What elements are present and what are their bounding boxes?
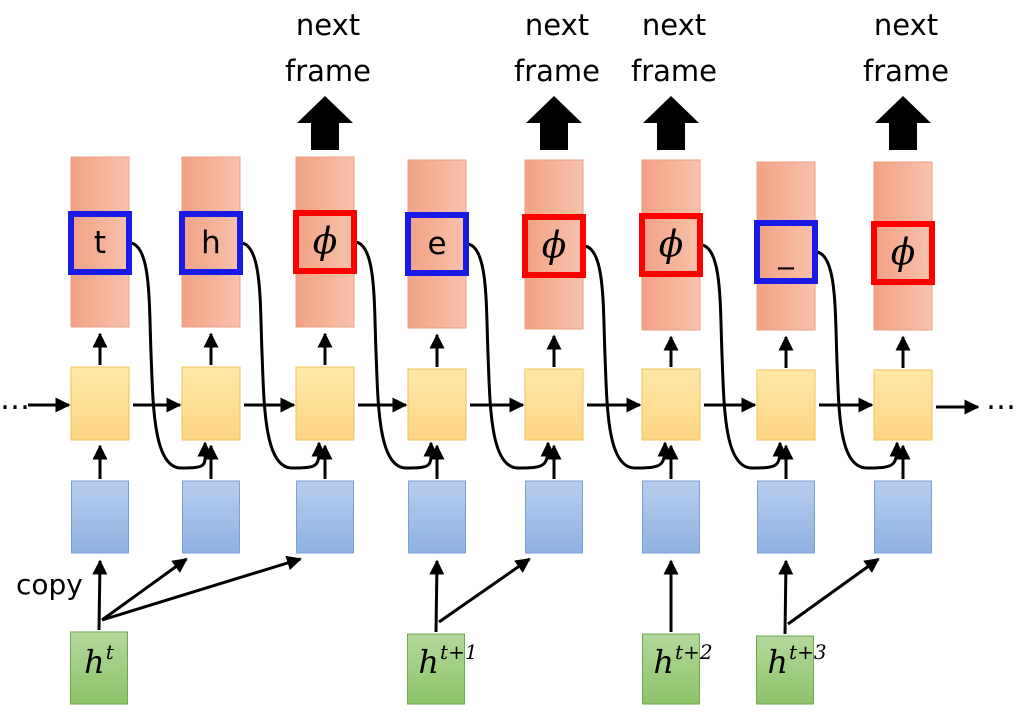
output-block-4 xyxy=(524,159,584,330)
rnn-cell-3 xyxy=(407,368,467,441)
hidden-state-block-2 xyxy=(642,633,700,705)
next-frame-label-5: frame xyxy=(631,54,717,88)
copy-arrow-3-7 xyxy=(787,557,880,626)
token-box-char-1 xyxy=(179,211,243,275)
hidden-state-label-3: ht+3 xyxy=(767,640,826,681)
hidden-state-superscript-1: t+1 xyxy=(440,640,478,664)
hidden-state-label-2: ht+2 xyxy=(653,640,712,681)
hidden-state-label-0: ht xyxy=(84,640,114,681)
copy-arrow-3-6 xyxy=(778,559,794,635)
hidden-state-superscript-3: t+3 xyxy=(789,640,827,664)
copy-arrow-0-1 xyxy=(101,557,188,622)
output-token-4: ϕ xyxy=(541,225,567,267)
copy-arrow-1-4 xyxy=(438,557,531,624)
copy-arrow-0-2 xyxy=(101,555,302,622)
emit-arrow-4 xyxy=(526,96,582,150)
copy-label: copy xyxy=(16,568,83,601)
output-block-7 xyxy=(873,161,933,331)
hidden-state-base-0: h xyxy=(84,643,105,681)
rnn-cell-1 xyxy=(181,366,241,441)
rnn-cell-4 xyxy=(524,368,584,441)
emit-arrow-7 xyxy=(875,96,931,150)
feedback-curve-2 xyxy=(355,240,439,470)
hidden-state-base-2: h xyxy=(653,643,675,681)
next-frame-label-5: next xyxy=(641,8,707,42)
hidden-state-base-3: h xyxy=(767,643,789,681)
output-block-5 xyxy=(641,159,701,331)
token-box-char-3 xyxy=(405,212,469,276)
feedback-curve-3 xyxy=(467,242,556,470)
next-frame-label-2: next xyxy=(295,8,361,42)
output-token-6: _ xyxy=(778,234,794,270)
next-frame-label-4: next xyxy=(524,8,590,42)
hidden-state-superscript-2: t+2 xyxy=(675,640,713,664)
next-frame-label-4: frame xyxy=(514,54,600,88)
token-box-blank-5 xyxy=(639,213,703,277)
ellipsis-right: … xyxy=(986,382,1016,417)
feedback-curve-6 xyxy=(816,250,905,470)
input-block-6 xyxy=(757,480,815,554)
output-token-2: ϕ xyxy=(312,221,338,263)
input-block-4 xyxy=(525,480,583,554)
token-box-char-0 xyxy=(68,211,132,275)
feedback-curve-4 xyxy=(584,244,673,470)
feedback-curve-1 xyxy=(241,241,327,470)
next-frame-label-7: next xyxy=(873,8,939,42)
feedback-curve-0 xyxy=(130,241,213,470)
output-token-0: t xyxy=(93,225,107,261)
input-block-5 xyxy=(642,480,700,554)
rnn-cell-7 xyxy=(873,369,933,441)
next-frame-label-7: frame xyxy=(863,54,949,88)
rnn-cell-2 xyxy=(295,366,355,441)
token-box-blank-4 xyxy=(522,214,586,278)
hidden-state-base-1: h xyxy=(418,643,440,681)
token-box-blank-2 xyxy=(293,210,357,274)
output-token-5: ϕ xyxy=(658,224,684,266)
input-block-0 xyxy=(71,480,129,554)
hidden-state-block-0 xyxy=(70,631,128,705)
output-token-1: h xyxy=(201,225,221,261)
output-token-3: e xyxy=(427,226,447,262)
copy-arrow-1-3 xyxy=(429,559,445,633)
feedback-curve-5 xyxy=(701,243,788,470)
input-block-7 xyxy=(874,480,932,554)
hidden-state-block-1 xyxy=(407,633,465,705)
copy-arrow-0-0 xyxy=(92,559,108,631)
input-block-1 xyxy=(182,480,240,554)
token-box-blank-7 xyxy=(871,221,935,285)
hidden-state-block-3 xyxy=(756,635,814,705)
output-token-7: ϕ xyxy=(890,232,916,274)
rnn-cell-0 xyxy=(70,366,130,441)
emit-arrow-5 xyxy=(643,96,699,150)
next-frame-label-2: frame xyxy=(285,54,371,88)
hidden-state-superscript-0: t xyxy=(105,640,114,664)
input-block-3 xyxy=(408,480,466,554)
input-block-2 xyxy=(296,480,354,554)
ellipsis-left: … xyxy=(0,382,30,417)
rnn-cell-5 xyxy=(641,368,701,441)
hidden-state-label-1: ht+1 xyxy=(418,640,477,681)
emit-arrow-2 xyxy=(297,96,353,150)
rnn-cell-6 xyxy=(756,369,816,441)
token-box-char-6 xyxy=(754,220,818,284)
output-block-6 xyxy=(756,161,816,331)
